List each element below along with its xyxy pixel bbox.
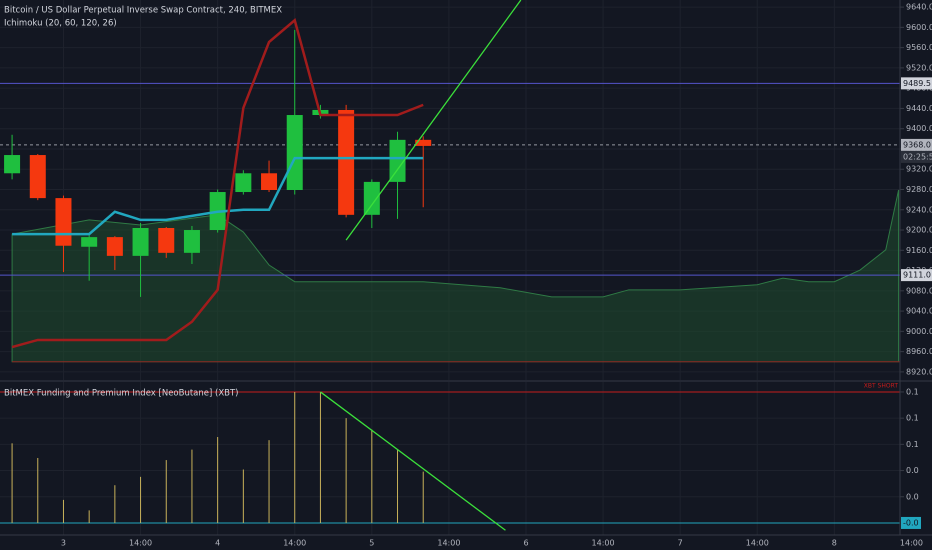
y-tick-label: 9320.0 xyxy=(906,165,932,174)
y-tick-label: 9600.0 xyxy=(906,23,932,32)
value-label: -0.0 xyxy=(903,518,919,527)
y-tick-label: 8920.0 xyxy=(906,367,932,376)
candle-body xyxy=(55,198,72,246)
x-tick-label: 8 xyxy=(832,539,837,548)
price-label: 9111.0 xyxy=(903,271,931,280)
price-label-box xyxy=(901,138,932,151)
y-tick-label: 8960.0 xyxy=(906,347,932,356)
y-tick-label: 9400.0 xyxy=(906,124,932,133)
candle-body xyxy=(338,109,355,215)
trend-line xyxy=(345,0,522,241)
y-tick-label: 0.0 xyxy=(906,466,919,475)
countdown: 02:25:56 xyxy=(903,152,932,161)
x-tick-label: 14:00 xyxy=(437,539,460,548)
candle-body xyxy=(106,237,123,256)
candle-body xyxy=(235,173,252,193)
candle-body xyxy=(29,155,46,199)
indicator-line xyxy=(12,156,424,236)
y-tick-label: 9000.0 xyxy=(906,327,932,336)
x-tick-label: 3 xyxy=(61,539,66,548)
x-tick-label: 14:00 xyxy=(746,539,769,548)
candle-body xyxy=(286,115,303,190)
y-tick-label: 9240.0 xyxy=(906,205,932,214)
y-tick-label: 9520.0 xyxy=(906,63,932,72)
x-tick-label: 5 xyxy=(369,539,374,548)
y-tick-label: 9280.0 xyxy=(906,185,932,194)
x-tick-label: 14:00 xyxy=(592,539,615,548)
candle-body xyxy=(132,228,149,256)
candle-body xyxy=(4,155,21,174)
indicator-line xyxy=(11,18,424,349)
y-tick-label: 9160.0 xyxy=(906,246,932,255)
x-tick-label: 7 xyxy=(678,539,683,548)
y-tick-label: 0.1 xyxy=(906,414,919,423)
x-tick-label: 14:00 xyxy=(283,539,306,548)
chart-title: Bitcoin / US Dollar Perpetual Inverse Sw… xyxy=(4,6,282,16)
y-tick-label: 9200.0 xyxy=(906,226,932,235)
candle-body xyxy=(81,237,98,247)
candle-body xyxy=(415,139,432,146)
x-tick-label: 14:00 xyxy=(900,539,923,548)
y-tick-label: 9040.0 xyxy=(906,307,932,316)
candle-body xyxy=(363,181,380,215)
price-label-box xyxy=(901,77,932,90)
price-label: 9368.0 xyxy=(903,140,931,149)
x-tick-label: 14:00 xyxy=(129,539,152,548)
countdown-box xyxy=(901,150,932,163)
candle-body xyxy=(158,228,175,253)
y-tick-label: 9080.0 xyxy=(906,286,932,295)
y-tick-label: 9440.0 xyxy=(906,104,932,113)
price-label: 9489.5 xyxy=(903,79,931,88)
ichimoku-cloud xyxy=(11,189,900,363)
candle-body xyxy=(261,173,278,190)
indicator-title: Ichimoku (20, 60, 120, 26) xyxy=(4,19,117,29)
value-label-box xyxy=(901,516,921,529)
y-tick-label: 9560.0 xyxy=(906,43,932,52)
y-tick-label: 9640.0 xyxy=(906,3,932,12)
plot-area xyxy=(0,0,900,535)
lower-pane-title: BitMEX Funding and Premium Index [NeoBut… xyxy=(4,389,239,399)
x-tick-label: 4 xyxy=(215,539,220,548)
price-label-box xyxy=(901,269,932,282)
candle-body xyxy=(389,139,406,182)
level-label: XBT SHORT xyxy=(864,382,899,389)
y-tick-label: 0.0 xyxy=(906,492,919,501)
y-tick-label: 0.1 xyxy=(906,440,919,449)
y-tick-label: 0.1 xyxy=(906,387,919,396)
x-tick-label: 6 xyxy=(523,539,528,548)
candle-body xyxy=(183,230,200,253)
trend-line xyxy=(320,391,506,531)
